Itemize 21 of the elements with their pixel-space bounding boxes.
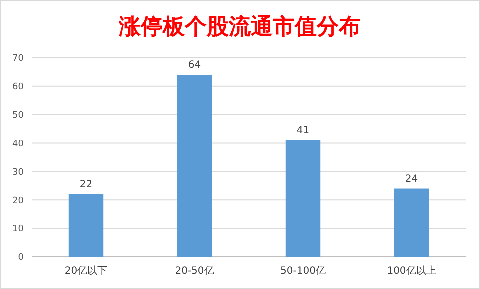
data-label: 64	[188, 60, 202, 72]
y-tick-label: 40	[12, 139, 24, 150]
y-tick-label: 50	[12, 111, 24, 122]
data-label: 24	[405, 174, 418, 185]
data-label: 41	[296, 125, 310, 136]
y-tick-label: 20	[12, 196, 24, 206]
data-label: 22	[80, 179, 93, 190]
chart-title: 涨停板个股流通市值分布	[118, 14, 361, 40]
bar	[68, 194, 104, 257]
x-tick-label: 20亿以下	[64, 265, 108, 277]
y-tick-label: 70	[12, 54, 24, 64]
x-tick-label: 20-50亿	[175, 266, 214, 277]
y-tick-label: 0	[18, 253, 24, 264]
y-tick-label: 10	[12, 224, 24, 235]
bar	[394, 188, 430, 257]
bar	[286, 140, 321, 257]
x-tick-label: 100亿以上	[387, 265, 436, 277]
y-tick-label: 30	[12, 168, 24, 178]
x-tick-label: 50-100亿	[280, 266, 326, 277]
bar	[177, 75, 212, 257]
y-tick-label: 60	[12, 82, 24, 93]
